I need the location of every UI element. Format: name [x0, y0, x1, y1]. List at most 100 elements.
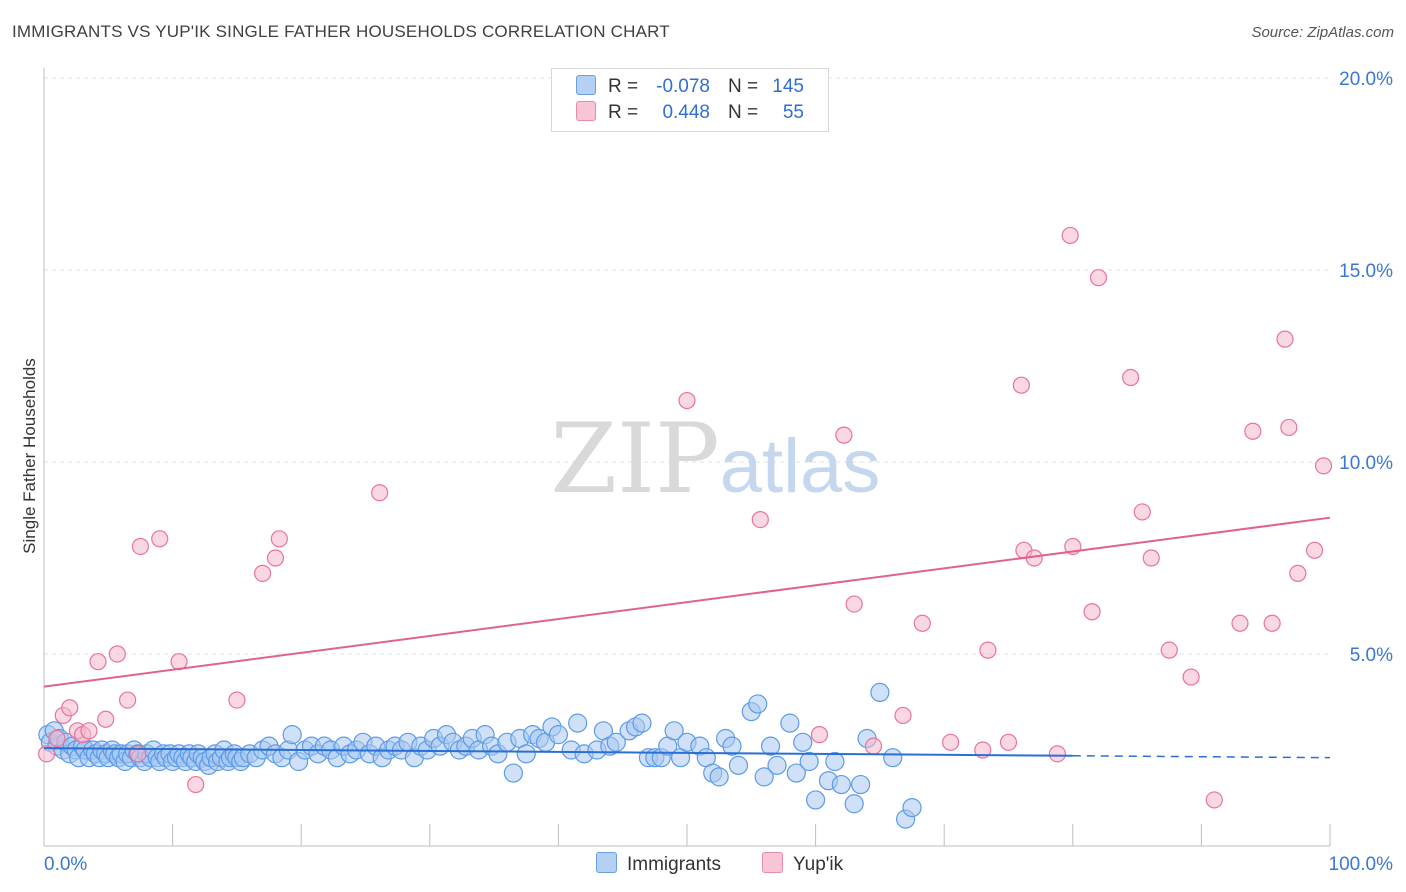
yupik-point: [979, 641, 997, 659]
yupik-point: [131, 537, 150, 556]
immigrants-points: [38, 682, 922, 829]
yupik-point: [1089, 269, 1108, 287]
yupik-point: [678, 391, 696, 410]
yupik-point: [1289, 564, 1307, 582]
gridlines: [44, 77, 1330, 655]
yupik-legend-swatch: [762, 852, 783, 873]
yupik-point: [1122, 368, 1140, 387]
yupik-swatch: [576, 101, 596, 121]
yupik-point: [1083, 603, 1101, 621]
immigrants-point: [870, 682, 890, 703]
yupik-point: [913, 614, 931, 632]
yupik-point: [61, 699, 79, 717]
r-value: -0.078: [656, 76, 710, 97]
immigrants-point: [709, 767, 729, 787]
stats-legend: R = -0.078 N = 145 R = 0.448 N = 55: [551, 68, 829, 132]
immigrants-point: [767, 755, 787, 775]
trend-lines: [43, 516, 1331, 759]
immigrants-point: [548, 725, 569, 745]
n-label: N =: [728, 76, 759, 97]
yupik-point: [80, 722, 98, 740]
immigrants-point: [748, 694, 768, 714]
source-label: Source: ZipAtlas.com: [1251, 24, 1394, 41]
immigrants-legend-label: Immigrants: [627, 854, 721, 875]
immigrants-point: [632, 713, 652, 733]
yupik-point: [1182, 668, 1200, 686]
legend-row-yupik: R = 0.448 N = 55: [576, 101, 804, 127]
immigrants-point: [722, 736, 742, 756]
y-tick-labels: 5.0% 10.0% 15.0% 20.0%: [1339, 69, 1393, 666]
yupik-point: [1160, 641, 1178, 659]
yupik-point: [1305, 541, 1324, 559]
immigrants-point: [844, 794, 864, 814]
yupik-point: [97, 710, 115, 728]
yupik-point: [228, 691, 246, 709]
axes: [43, 68, 1331, 847]
yupik-point: [37, 745, 56, 763]
x-tick-label: 0.0%: [44, 854, 87, 875]
r-label: R =: [608, 102, 639, 123]
y-tick-label: 10.0%: [1339, 453, 1393, 474]
immigrants-legend-swatch: [596, 852, 617, 873]
immigrants-point: [786, 763, 806, 783]
immigrants-point: [793, 732, 813, 752]
immigrants-point: [282, 725, 302, 745]
immigrants-point: [831, 774, 851, 795]
immigrants-swatch: [576, 75, 596, 95]
n-value: 55: [782, 102, 804, 123]
yupik-point: [270, 530, 288, 548]
yupik-legend-label: Yup'ik: [793, 854, 844, 875]
x-tick-labels: 0.0% 100.0%: [44, 854, 1393, 875]
n-value: 145: [772, 76, 804, 97]
yupik-point: [751, 510, 769, 529]
immigrants-point: [568, 713, 588, 733]
yupik-point: [1133, 503, 1151, 521]
yupik-point: [1231, 614, 1249, 632]
watermark-zip: ZIP: [550, 403, 719, 515]
immigrants-point: [728, 755, 749, 775]
chart-title: IMMIGRANTS VS YUP'IK SINGLE FATHER HOUSE…: [12, 22, 670, 41]
immigrants-trend-extension: [1072, 755, 1331, 759]
immigrants-point: [825, 751, 845, 772]
yupik-point: [1280, 418, 1298, 437]
yupik-point: [1205, 791, 1223, 809]
legend-item-immigrants: Immigrants: [596, 852, 721, 876]
immigrants-point: [902, 797, 922, 818]
immigrants-point: [664, 721, 684, 741]
yupik-point: [254, 564, 272, 582]
y-tick-label: 5.0%: [1350, 645, 1393, 666]
yupik-point: [1142, 549, 1160, 567]
r-value: 0.448: [662, 102, 710, 123]
y-tick-label: 15.0%: [1339, 261, 1393, 282]
r-label: R =: [608, 76, 639, 97]
immigrants-point: [606, 732, 626, 752]
yupik-point: [942, 733, 960, 751]
yupik-point: [1061, 226, 1079, 245]
series-legend: Immigrants Yup'ik: [0, 852, 1406, 878]
immigrants-point: [503, 763, 523, 783]
y-tick-label: 20.0%: [1339, 69, 1393, 90]
immigrants-point: [851, 774, 871, 795]
yupik-point: [118, 691, 137, 709]
yupik-point: [864, 737, 883, 755]
yupik-point: [1314, 457, 1333, 475]
yupik-point: [89, 653, 107, 671]
yupik-point: [1276, 330, 1294, 348]
yupik-point: [371, 484, 389, 502]
yupik-point: [1012, 376, 1030, 394]
immigrants-point: [799, 751, 819, 772]
yupik-point: [999, 733, 1018, 751]
watermark-atlas: atlas: [720, 424, 881, 509]
immigrants-point: [516, 744, 536, 764]
x-tick-label: 100.0%: [1329, 854, 1394, 875]
immigrants-point: [760, 736, 781, 756]
yupik-point: [1048, 745, 1066, 763]
yupik-point: [266, 549, 285, 567]
immigrants-point: [780, 713, 800, 733]
yupik-point: [835, 426, 853, 444]
yupik-trend-line: [43, 516, 1331, 688]
yupik-point: [1263, 614, 1281, 632]
yupik-point: [48, 729, 66, 748]
immigrants-point: [754, 767, 774, 787]
